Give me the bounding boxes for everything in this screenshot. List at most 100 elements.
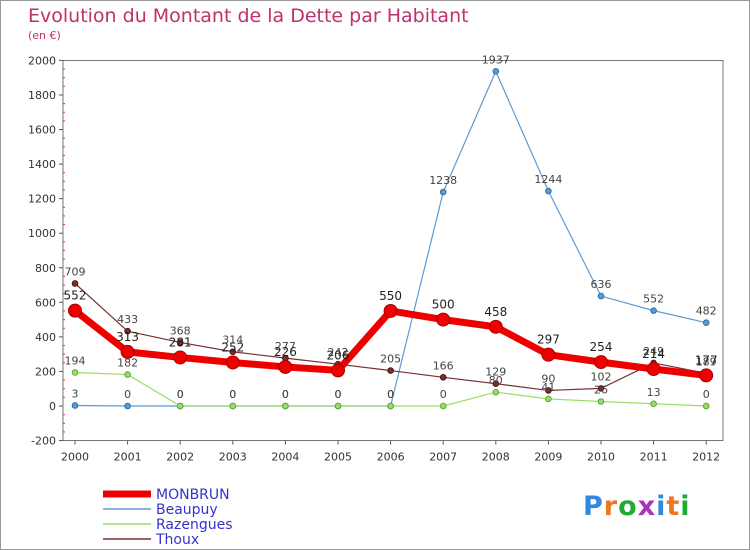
y-tick-label: 0 — [49, 400, 56, 413]
data-label-thoux: 205 — [380, 353, 401, 366]
data-point-razengues — [282, 402, 289, 410]
data-point-monbrun — [278, 359, 293, 374]
data-label-thoux: 242 — [328, 346, 349, 359]
data-label-beaupuy: 0 — [387, 388, 394, 401]
data-point-beaupuy — [650, 307, 657, 314]
legend-label-beaupuy: Beaupuy — [156, 502, 218, 518]
data-label-beaupuy: 636 — [591, 278, 612, 291]
data-label-razengues: 0 — [440, 388, 447, 401]
legend-label-razengues: Razengues — [156, 517, 233, 533]
legend-label-monbrun: MONBRUN — [156, 487, 230, 503]
data-point-thoux — [545, 387, 552, 394]
data-label-beaupuy: 0 — [124, 388, 131, 401]
data-point-razengues — [650, 400, 657, 408]
x-tick-label: 2003 — [219, 451, 247, 464]
data-point-thoux — [439, 374, 447, 381]
data-label-monbrun: 297 — [537, 333, 560, 347]
y-tick-label: 2000 — [28, 54, 56, 67]
data-label-thoux: 709 — [65, 265, 86, 278]
data-point-beaupuy — [492, 67, 500, 75]
proxiti-logo: Proxiti — [583, 491, 691, 522]
data-label-thoux: 277 — [275, 340, 296, 353]
data-label-razengues: 194 — [65, 354, 86, 367]
y-tick-label: 1200 — [28, 193, 56, 206]
x-tick-label: 2000 — [61, 451, 89, 464]
data-point-razengues — [387, 402, 394, 410]
data-point-razengues — [124, 371, 131, 378]
logo-letter: o — [618, 491, 638, 522]
y-tick-label: 400 — [35, 331, 56, 344]
logo-letter: r — [603, 491, 619, 522]
data-label-razengues: 0 — [387, 388, 394, 401]
y-tick-label: 200 — [35, 365, 56, 378]
data-label-monbrun: 206 — [327, 348, 350, 362]
data-label-beaupuy: 482 — [696, 305, 717, 318]
legend-label-thoux: Thoux — [155, 532, 199, 548]
data-label-razengues: 80 — [489, 374, 503, 387]
x-tick-label: 2008 — [482, 451, 510, 464]
x-tick-label: 2007 — [429, 451, 457, 464]
data-point-monbrun — [488, 319, 503, 334]
data-point-monbrun — [173, 350, 188, 365]
logo-letter: i — [656, 491, 667, 522]
y-tick-label: 800 — [35, 262, 56, 275]
data-point-razengues — [71, 369, 79, 376]
data-point-monbrun — [436, 312, 451, 327]
logo-letter: P — [583, 491, 604, 522]
plot-area — [62, 60, 724, 441]
data-point-thoux — [124, 327, 131, 335]
data-point-monbrun — [594, 355, 608, 370]
y-tick-label: 600 — [35, 296, 56, 309]
data-point-razengues — [597, 398, 605, 405]
data-label-razengues: 41 — [541, 381, 555, 394]
data-label-monbrun: 313 — [116, 330, 139, 344]
data-point-razengues — [492, 388, 500, 396]
data-point-beaupuy — [124, 402, 131, 410]
data-point-razengues — [545, 395, 552, 403]
data-label-beaupuy: 552 — [643, 293, 664, 306]
x-tick-label: 2011 — [640, 451, 668, 464]
data-point-razengues — [229, 402, 237, 410]
data-label-monbrun: 500 — [432, 298, 455, 312]
data-label-razengues: 0 — [282, 388, 289, 401]
data-label-thoux: 90 — [541, 372, 555, 385]
data-label-thoux: 314 — [222, 334, 243, 347]
data-point-beaupuy — [545, 187, 552, 195]
data-label-thoux: 249 — [643, 345, 664, 358]
data-label-monbrun: 550 — [379, 289, 402, 303]
data-label-beaupuy: 0 — [335, 388, 342, 401]
data-label-monbrun: 177 — [695, 353, 718, 367]
data-label-beaupuy: 0 — [282, 388, 289, 401]
data-label-thoux: 368 — [170, 324, 191, 337]
data-label-monbrun: 254 — [590, 340, 613, 354]
data-label-monbrun: 552 — [64, 289, 87, 303]
data-point-beaupuy — [71, 402, 79, 409]
x-tick-label: 2002 — [166, 451, 194, 464]
y-tick-label: 1600 — [28, 124, 56, 137]
x-tick-label: 2006 — [377, 451, 405, 464]
chart-title: Evolution du Montant de la Dette par Hab… — [28, 5, 469, 27]
data-point-beaupuy — [702, 319, 710, 327]
data-label-thoux: 102 — [591, 370, 612, 383]
data-point-monbrun — [699, 368, 714, 383]
data-label-beaupuy: 1244 — [534, 173, 562, 186]
data-label-beaupuy: 1937 — [482, 53, 510, 66]
logo-letter: i — [680, 491, 691, 522]
y-tick-label: 1000 — [28, 227, 56, 240]
data-point-razengues — [702, 402, 710, 410]
data-label-monbrun: 281 — [169, 335, 192, 349]
data-point-monbrun — [383, 303, 398, 318]
x-tick-label: 2005 — [324, 451, 352, 464]
data-point-monbrun — [68, 303, 82, 318]
x-tick-label: 2009 — [534, 451, 562, 464]
data-point-monbrun — [225, 355, 240, 370]
data-point-thoux — [492, 380, 500, 388]
data-label-beaupuy: 1238 — [429, 174, 457, 187]
data-point-monbrun — [646, 362, 661, 377]
data-label-monbrun: 458 — [484, 305, 507, 319]
data-point-thoux — [387, 367, 394, 374]
data-label-thoux: 129 — [485, 366, 506, 379]
data-label-thoux: 166 — [433, 359, 454, 372]
y-tick-label: 1400 — [28, 158, 56, 171]
